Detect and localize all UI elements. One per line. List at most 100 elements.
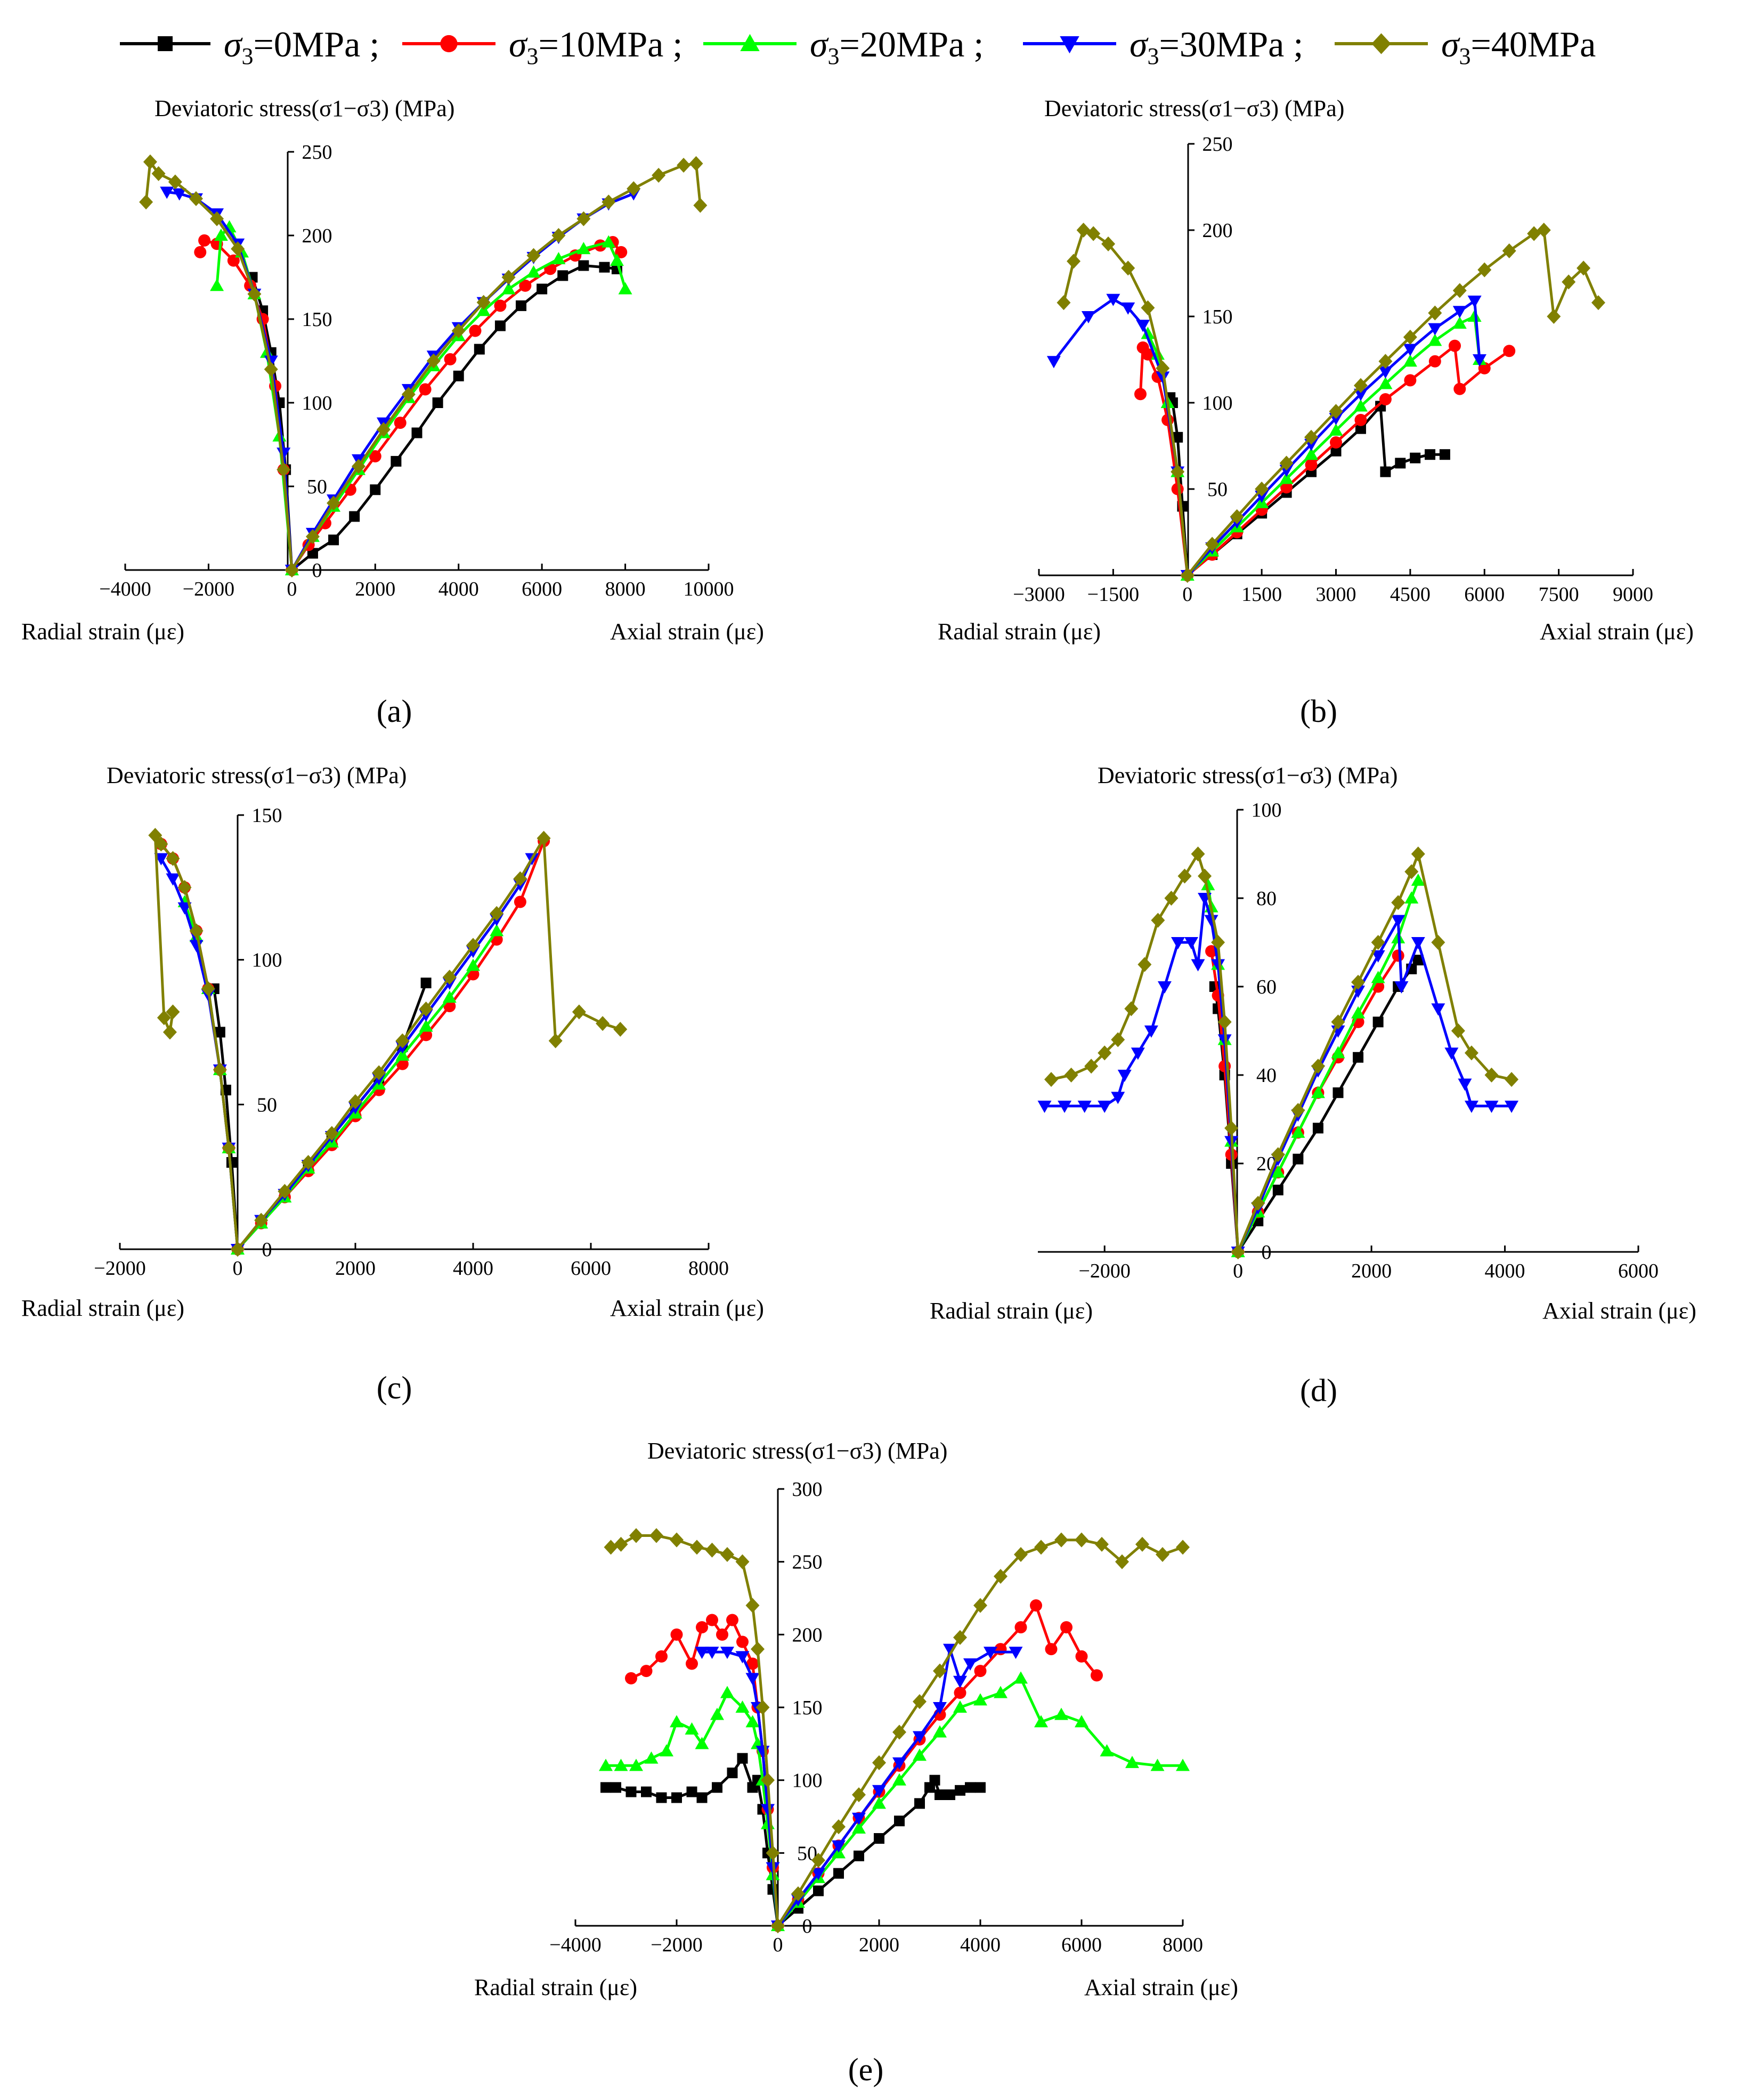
data-point <box>1201 878 1215 891</box>
data-point <box>1279 455 1294 471</box>
data-point <box>954 1687 966 1699</box>
data-point <box>735 1554 750 1569</box>
legend-marker <box>1060 36 1079 54</box>
data-point <box>177 880 192 895</box>
data-point <box>1091 1669 1103 1682</box>
data-point <box>695 1737 709 1749</box>
series-s10 <box>155 835 550 1256</box>
series-line-axial <box>776 1539 1183 1927</box>
x-tick-label: 6000 <box>1061 1934 1102 1956</box>
legend-label: σ3=10MPa ; <box>509 24 682 69</box>
panel-c: −2000 0 2000 4000 6000 8000 0 50 100 150 Deviatori… <box>21 762 764 1405</box>
data-point <box>1075 1650 1088 1663</box>
data-point <box>537 831 551 846</box>
data-point <box>166 873 180 886</box>
y-tick-label: 250 <box>792 1551 823 1574</box>
data-point <box>1280 481 1293 494</box>
data-point <box>513 871 527 886</box>
data-point <box>1150 1759 1165 1771</box>
x-tick-label: 4000 <box>453 1257 493 1280</box>
data-point <box>690 1540 704 1555</box>
data-point <box>1171 464 1185 479</box>
data-point <box>1134 388 1147 401</box>
x-tick-label: −1500 <box>1087 583 1139 606</box>
legend-value: =40MPa <box>1471 24 1596 64</box>
data-point <box>627 181 641 197</box>
data-point <box>168 174 182 190</box>
x-tick-label: 9000 <box>1613 583 1653 606</box>
x-tick-label: 0 <box>773 1934 783 1956</box>
data-point <box>1111 1032 1125 1047</box>
data-point <box>1537 223 1551 238</box>
data-point <box>710 1707 724 1720</box>
series-s30 <box>1046 294 1486 582</box>
data-point <box>1562 274 1576 290</box>
data-point <box>1037 1101 1052 1113</box>
chart-title: Deviatoric stress(σ1−σ3) (MPa) <box>1044 95 1344 121</box>
data-point <box>686 1786 697 1797</box>
data-point <box>1172 432 1183 443</box>
data-point <box>166 851 180 866</box>
data-point <box>1453 382 1466 395</box>
data-point <box>1164 891 1179 906</box>
data-point <box>670 1715 684 1728</box>
data-point <box>348 1094 362 1109</box>
data-point <box>469 324 482 337</box>
x-tick-label: −3000 <box>1013 583 1065 606</box>
x-tick-label: 6000 <box>1464 583 1505 606</box>
data-point <box>832 1840 846 1853</box>
data-point <box>148 828 162 843</box>
x-tick-label: −4000 <box>549 1934 601 1956</box>
x-tick-label: 6000 <box>1618 1260 1659 1282</box>
data-point <box>1100 1744 1114 1756</box>
data-point <box>706 1614 718 1626</box>
data-point <box>1404 374 1417 387</box>
data-point <box>1478 362 1491 375</box>
x-tick-label: 10000 <box>684 578 734 600</box>
data-point <box>705 1542 719 1558</box>
data-point <box>1355 423 1366 434</box>
data-point <box>705 1647 719 1659</box>
data-point <box>771 1918 785 1933</box>
x-tick-label: 8000 <box>688 1257 729 1280</box>
data-point <box>1380 466 1391 477</box>
series-s40 <box>148 828 628 1257</box>
data-point <box>1304 447 1319 460</box>
y-tick-label: 200 <box>792 1624 823 1646</box>
data-point <box>1304 429 1319 445</box>
x-label-radial: Radial strain (με) <box>474 1974 637 2000</box>
data-point <box>872 1785 886 1797</box>
y-tick-label: 200 <box>1202 219 1233 242</box>
legend-subscript: 3 <box>828 43 840 69</box>
data-point <box>755 1700 770 1715</box>
data-point <box>1131 1047 1145 1060</box>
x-tick-label: 7500 <box>1539 583 1579 606</box>
data-point <box>1464 1101 1478 1113</box>
data-point <box>143 154 157 169</box>
data-point <box>1279 471 1294 484</box>
data-point <box>625 1786 637 1797</box>
data-point <box>328 534 339 546</box>
data-point <box>1428 355 1441 368</box>
data-point <box>1293 1153 1304 1165</box>
data-point <box>811 1853 825 1868</box>
series-line-radial <box>1052 298 1189 576</box>
y-tick-label: 50 <box>307 476 327 498</box>
data-point <box>670 1628 683 1641</box>
data-point <box>933 1663 947 1679</box>
data-point <box>761 1772 775 1788</box>
series-line-axial <box>291 264 618 571</box>
data-point <box>1577 261 1591 276</box>
data-point <box>372 1065 386 1080</box>
data-point <box>1191 846 1205 861</box>
data-point <box>1394 981 1409 994</box>
data-point <box>1101 236 1116 251</box>
data-point <box>696 1621 708 1634</box>
data-point <box>537 283 548 295</box>
data-point <box>735 1700 750 1713</box>
legend-separator: ; <box>964 24 984 64</box>
data-point <box>761 1804 775 1817</box>
y-tick-label: 0 <box>1262 1241 1272 1264</box>
chart-title: Deviatoric stress(σ1−σ3) (MPa) <box>155 95 454 121</box>
